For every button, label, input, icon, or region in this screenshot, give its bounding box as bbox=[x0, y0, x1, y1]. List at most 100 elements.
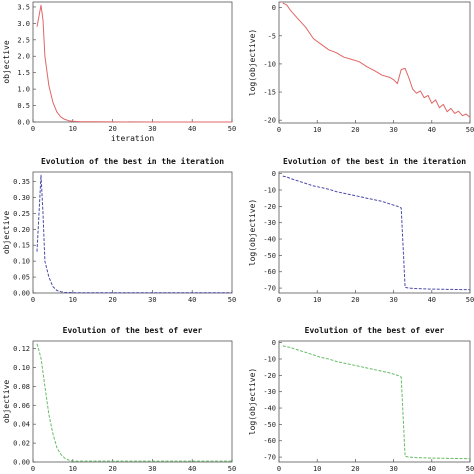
y-tick-label: -60 bbox=[263, 268, 276, 276]
series-line bbox=[36, 4, 232, 123]
y-tick-label: 3.5 bbox=[17, 3, 30, 11]
x-tick-label: 10 bbox=[69, 296, 77, 304]
series-line bbox=[282, 175, 471, 291]
plot-frame bbox=[32, 171, 233, 294]
chart-title: Evolution of the best in the iteration bbox=[283, 156, 466, 166]
y-tick-label: 0.0 bbox=[17, 119, 30, 127]
y-tick-label: 0.05 bbox=[13, 274, 30, 282]
y-tick-label: -10 bbox=[263, 60, 276, 68]
y-axis-label: log(objective) bbox=[248, 29, 257, 96]
x-tick-label: 10 bbox=[69, 465, 77, 473]
y-axis-label: log(objective) bbox=[248, 199, 257, 266]
y-tick-label: -30 bbox=[263, 388, 276, 396]
y-tick-label: 0.15 bbox=[13, 242, 30, 250]
y-tick-label: 0.12 bbox=[13, 345, 30, 353]
x-tick-label: 20 bbox=[108, 465, 116, 473]
y-tick-label: 0 bbox=[272, 4, 276, 12]
y-tick-label: 2.5 bbox=[17, 36, 30, 44]
x-tick-label: 20 bbox=[351, 465, 359, 473]
x-tick-label: 40 bbox=[428, 296, 436, 304]
y-tick-label: -20 bbox=[263, 372, 276, 380]
x-tick-label: 10 bbox=[313, 126, 321, 134]
y-tick-label: -30 bbox=[263, 219, 276, 227]
plot-frame bbox=[32, 340, 233, 463]
y-tick-label: 0.5 bbox=[17, 102, 30, 110]
x-tick-label: 50 bbox=[228, 296, 236, 304]
y-tick-label: -20 bbox=[263, 117, 276, 125]
y-tick-label: 0.10 bbox=[13, 364, 30, 372]
x-tick-label: 0 bbox=[31, 296, 35, 304]
y-tick-label: 0.00 bbox=[13, 290, 30, 298]
plot-frame bbox=[278, 340, 471, 463]
y-tick-label: 1.0 bbox=[17, 86, 30, 94]
plot-frame bbox=[278, 1, 471, 124]
y-tick-label: 0 bbox=[272, 170, 276, 178]
chart-title: Evolution of the best of ever bbox=[63, 325, 203, 335]
x-tick-label: 30 bbox=[389, 296, 397, 304]
y-axis-label: objective bbox=[2, 211, 11, 255]
chart-panel-6: 0 10 20 30 40 50 0 -10 -20 -30 -40 -50 -60 -70 Evoluti… bbox=[248, 325, 474, 473]
x-tick-label: 20 bbox=[351, 126, 359, 134]
y-tick-label: 0.00 bbox=[13, 459, 30, 467]
y-tick-label: -40 bbox=[263, 236, 276, 244]
chart-panel-2: 0 10 20 30 40 50 0 -5 -10 -15 -20 log(objective) bbox=[248, 1, 474, 134]
series-line bbox=[282, 345, 471, 460]
y-axis-label: objective bbox=[2, 40, 11, 84]
y-tick-label: 3.0 bbox=[17, 20, 30, 28]
y-axis-label: objective bbox=[2, 380, 11, 424]
y-tick-label: -50 bbox=[263, 252, 276, 260]
y-tick-label: 0.10 bbox=[13, 258, 30, 266]
chart-panel-3: 0 10 20 30 40 50 0.00 0.05 0.10 0.15 0.20 0.25 0.30 0… bbox=[2, 156, 236, 304]
x-tick-label: 30 bbox=[148, 125, 156, 133]
x-tick-label: 20 bbox=[108, 296, 116, 304]
y-tick-label: 2.0 bbox=[17, 53, 30, 61]
x-tick-label: 40 bbox=[428, 126, 436, 134]
y-tick-label: 0.02 bbox=[13, 440, 30, 448]
x-tick-label: 10 bbox=[313, 296, 321, 304]
y-tick-label: 0 bbox=[272, 339, 276, 347]
y-tick-label: -70 bbox=[263, 454, 276, 462]
x-axis-label: iteration bbox=[111, 134, 155, 143]
plot-frame bbox=[278, 171, 471, 294]
y-tick-label: -40 bbox=[263, 405, 276, 413]
y-tick-label: -10 bbox=[263, 355, 276, 363]
x-tick-label: 50 bbox=[228, 465, 236, 473]
chart-title: Evolution of the best of ever bbox=[305, 325, 445, 335]
series-line bbox=[36, 174, 232, 294]
x-tick-label: 0 bbox=[31, 465, 35, 473]
chart-panel-5: 0 10 20 30 40 50 0.00 0.02 0.04 0.06 0.08 0.10 0.12 E… bbox=[2, 325, 236, 473]
y-tick-label: 0.25 bbox=[13, 210, 30, 218]
y-tick-label: 0.20 bbox=[13, 226, 30, 234]
x-tick-label: 40 bbox=[428, 465, 436, 473]
y-tick-label: -20 bbox=[263, 203, 276, 211]
y-tick-label: 0.04 bbox=[13, 421, 30, 429]
x-tick-label: 30 bbox=[148, 296, 156, 304]
x-tick-label: 40 bbox=[188, 465, 196, 473]
x-tick-label: 10 bbox=[313, 465, 321, 473]
x-tick-label: 0 bbox=[31, 125, 35, 133]
plot-frame bbox=[32, 1, 233, 123]
x-tick-label: 50 bbox=[228, 125, 236, 133]
y-tick-label: 0.30 bbox=[13, 194, 30, 202]
x-tick-label: 30 bbox=[389, 465, 397, 473]
x-tick-label: 40 bbox=[188, 125, 196, 133]
x-tick-label: 0 bbox=[277, 126, 281, 134]
x-tick-label: 0 bbox=[277, 296, 281, 304]
chart-title: Evolution of the best in the iteration bbox=[41, 156, 224, 166]
chart-panel-1: 0 10 20 30 40 50 0.0 0.5 1.0 1.5 2.0 2.5 3.0 3.5 itera… bbox=[2, 1, 236, 143]
y-tick-label: -10 bbox=[263, 186, 276, 194]
series-line bbox=[36, 343, 232, 462]
y-tick-label: 0.06 bbox=[13, 402, 30, 410]
x-tick-label: 0 bbox=[277, 465, 281, 473]
x-tick-label: 10 bbox=[69, 125, 77, 133]
x-tick-label: 20 bbox=[108, 125, 116, 133]
x-tick-label: 20 bbox=[351, 296, 359, 304]
series-line bbox=[282, 2, 471, 118]
y-axis-label: log(objective) bbox=[248, 368, 257, 435]
x-tick-label: 50 bbox=[466, 126, 474, 134]
x-tick-label: 30 bbox=[148, 465, 156, 473]
y-tick-label: 1.5 bbox=[17, 69, 30, 77]
x-tick-label: 50 bbox=[466, 296, 474, 304]
y-tick-label: -50 bbox=[263, 421, 276, 429]
